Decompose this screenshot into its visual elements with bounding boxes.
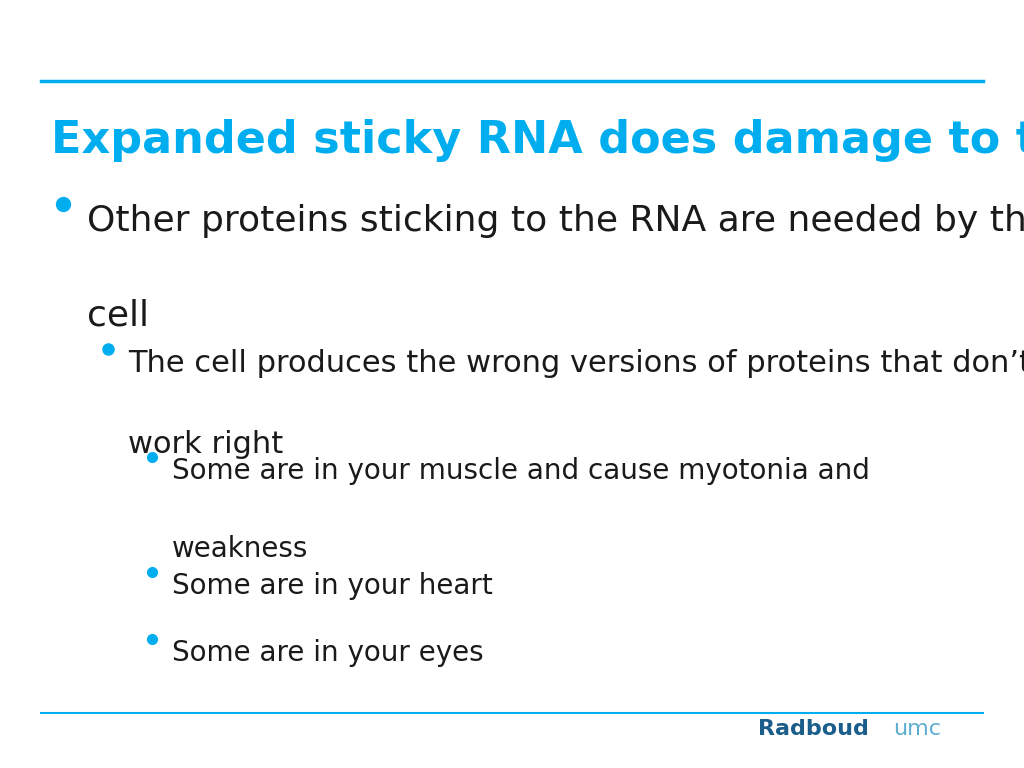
Text: The cell produces the wrong versions of proteins that don’t

work right: The cell produces the wrong versions of … [128, 349, 1024, 459]
Text: Some are in your eyes: Some are in your eyes [172, 639, 483, 667]
Text: Radboud: Radboud [758, 719, 868, 739]
Text: Other proteins sticking to the RNA are needed by the

cell: Other proteins sticking to the RNA are n… [87, 204, 1024, 333]
Text: umc: umc [893, 719, 941, 739]
Text: Some are in your muscle and cause myotonia and

weakness: Some are in your muscle and cause myoton… [172, 457, 870, 563]
Text: Expanded sticky RNA does damage to the cells: Expanded sticky RNA does damage to the c… [51, 119, 1024, 162]
Text: Some are in your heart: Some are in your heart [172, 572, 493, 600]
